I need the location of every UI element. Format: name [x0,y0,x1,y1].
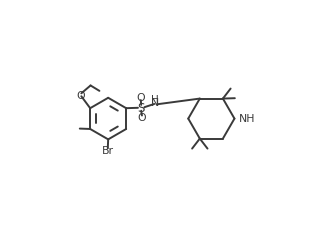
Text: H: H [152,95,159,105]
Text: Br: Br [102,146,114,156]
Text: O: O [138,113,146,123]
Text: O: O [137,93,145,103]
Text: O: O [76,91,85,101]
Text: NH: NH [239,114,255,124]
Text: S: S [138,102,145,115]
Text: N: N [151,97,159,108]
